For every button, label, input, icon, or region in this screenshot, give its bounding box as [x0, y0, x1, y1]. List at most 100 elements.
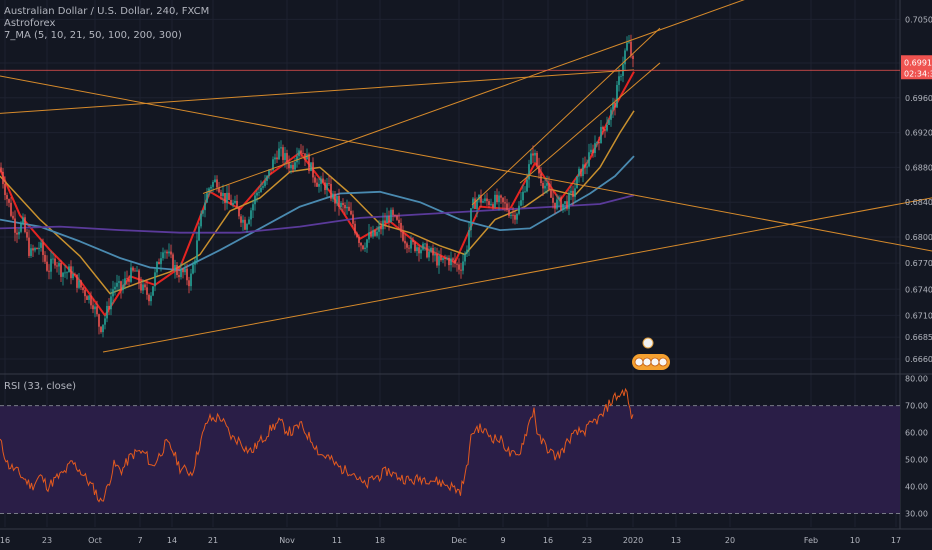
candle-body	[180, 268, 182, 278]
candle-body	[274, 157, 276, 160]
candle-body	[134, 270, 136, 272]
event-marker-icon[interactable]	[650, 357, 660, 367]
candle-body	[282, 147, 284, 160]
candle-body	[316, 182, 318, 187]
candle-body	[4, 184, 6, 196]
candle-body	[54, 258, 56, 266]
candle-body	[222, 193, 224, 197]
candle-body	[452, 258, 454, 260]
candle-body	[66, 272, 68, 274]
candle-body	[456, 263, 458, 265]
candle-body	[178, 275, 180, 278]
candle-body	[628, 41, 630, 43]
candle-body	[352, 214, 354, 224]
candle-body	[546, 183, 548, 186]
event-markers[interactable]	[632, 337, 670, 370]
ma-line-100	[0, 155, 635, 271]
candle-body	[258, 191, 260, 193]
rsi-tick-label: 40.00	[905, 483, 928, 492]
candle-body	[28, 237, 30, 256]
candle-body	[570, 190, 572, 193]
event-marker-icon[interactable]	[658, 357, 668, 367]
candle-body	[304, 153, 306, 160]
candle-body	[166, 251, 168, 254]
candle-body	[418, 247, 420, 254]
candle-body	[626, 42, 628, 51]
time-tick-label: Dec	[451, 536, 466, 545]
candle-body	[564, 201, 566, 204]
candle-body	[312, 162, 314, 178]
candle-body	[508, 209, 510, 216]
candle-body	[454, 259, 456, 264]
candle-body	[278, 148, 280, 160]
candle-body	[110, 296, 112, 310]
rsi-indicator-label[interactable]: RSI (33, close)	[4, 381, 77, 392]
candle-body	[624, 50, 626, 65]
candle-body	[580, 168, 582, 177]
candle-body	[46, 261, 48, 271]
candle-body	[524, 191, 526, 193]
candle-body	[364, 247, 366, 250]
trendline[interactable]	[0, 75, 932, 252]
candle-body	[212, 181, 214, 187]
time-tick-label: 23	[42, 536, 52, 545]
candle-body	[610, 109, 612, 120]
ma-indicator-label[interactable]: 7_MA (5, 10, 21, 50, 100, 200, 300)	[4, 30, 182, 41]
candle-body	[576, 176, 578, 189]
time-tick-label: Nov	[279, 536, 295, 545]
time-tick-label: 17	[891, 536, 901, 545]
candle-body	[386, 216, 388, 223]
candle-body	[298, 150, 300, 157]
candle-body	[68, 266, 70, 273]
candle-body	[584, 164, 586, 168]
candle-body	[606, 124, 608, 131]
candle-body	[202, 210, 204, 214]
candle-body	[422, 243, 424, 250]
candle-body	[400, 222, 402, 232]
candle-body	[52, 258, 54, 260]
candle-body	[596, 141, 598, 144]
candle-body	[354, 223, 356, 234]
candle-body	[500, 195, 502, 198]
event-marker-icon[interactable]	[634, 357, 644, 367]
candle-body	[76, 274, 78, 288]
candle-body	[12, 215, 14, 219]
candle-body	[290, 164, 292, 169]
candle-body	[174, 265, 176, 271]
trendline[interactable]	[202, 0, 745, 195]
rsi-band	[0, 405, 900, 514]
event-marker-icon[interactable]	[642, 357, 652, 367]
candle-body	[126, 278, 128, 280]
candle-body	[572, 190, 574, 197]
candle-body	[542, 183, 544, 189]
candle-body	[308, 154, 310, 172]
trendlines[interactable]	[0, 0, 932, 353]
rsi-tick-label: 30.00	[905, 510, 928, 519]
candle-body	[512, 214, 514, 216]
trendline[interactable]	[102, 197, 932, 353]
candle-body	[48, 270, 50, 272]
candle-body	[38, 247, 40, 250]
candle-body	[218, 187, 220, 193]
candle-body	[522, 191, 524, 201]
candle-body	[300, 150, 302, 153]
candle-body	[332, 193, 334, 199]
candle-body	[310, 162, 312, 172]
time-tick-label: 14	[167, 536, 177, 545]
candle-body	[620, 75, 622, 77]
candle-body	[632, 55, 634, 60]
candle-body	[566, 201, 568, 209]
candle-body	[44, 254, 46, 262]
candle-body	[382, 220, 384, 230]
current-price-label-bg	[901, 55, 932, 80]
trendline[interactable]	[519, 62, 661, 184]
trendline[interactable]	[471, 27, 661, 206]
candle-body	[550, 189, 552, 198]
event-marker-icon[interactable]	[642, 337, 654, 349]
rsi-indicator	[0, 387, 900, 515]
candle-body	[256, 192, 258, 196]
candle-body	[234, 200, 236, 203]
candle-body	[186, 268, 188, 281]
